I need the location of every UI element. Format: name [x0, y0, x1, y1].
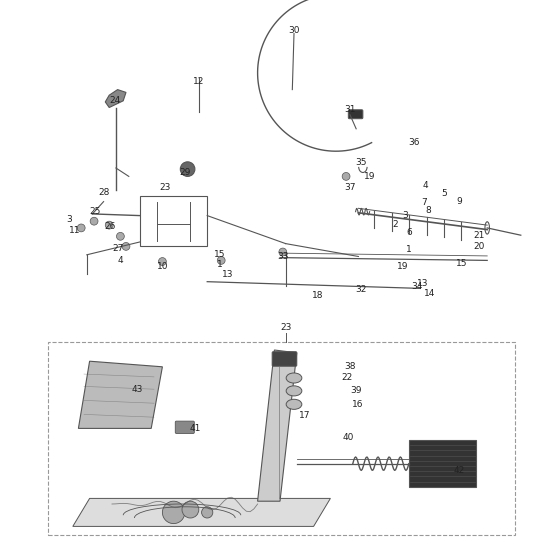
Text: 21: 21: [473, 231, 484, 240]
Circle shape: [342, 172, 350, 180]
Text: 19: 19: [364, 172, 375, 181]
Text: 19: 19: [398, 262, 409, 270]
Text: 37: 37: [344, 183, 356, 192]
Circle shape: [90, 217, 98, 225]
Text: 17: 17: [300, 411, 311, 420]
Text: 25: 25: [90, 207, 101, 216]
Text: 4: 4: [118, 256, 123, 265]
Text: 40: 40: [343, 433, 354, 442]
Text: 11: 11: [69, 226, 80, 235]
Text: 34: 34: [412, 282, 423, 291]
Text: 23: 23: [160, 183, 171, 192]
Text: 26: 26: [104, 222, 115, 231]
Text: 1: 1: [217, 260, 222, 269]
Circle shape: [180, 162, 195, 176]
Text: 1: 1: [406, 245, 412, 254]
Text: 8: 8: [426, 206, 431, 214]
Text: 16: 16: [352, 400, 363, 409]
Circle shape: [77, 224, 85, 232]
Text: 18: 18: [312, 291, 324, 300]
Polygon shape: [409, 440, 476, 487]
Ellipse shape: [286, 399, 302, 409]
Text: 3: 3: [66, 215, 72, 224]
Text: 10: 10: [157, 262, 168, 270]
Text: 41: 41: [189, 424, 200, 433]
Text: 13: 13: [417, 279, 428, 288]
Polygon shape: [73, 498, 330, 526]
Text: 3: 3: [403, 211, 408, 220]
Text: 14: 14: [424, 289, 436, 298]
Text: 6: 6: [406, 228, 412, 237]
Ellipse shape: [286, 386, 302, 396]
Text: 15: 15: [456, 259, 468, 268]
Circle shape: [122, 242, 130, 250]
Text: 30: 30: [288, 26, 300, 35]
Text: 22: 22: [342, 374, 353, 382]
Text: 27: 27: [112, 244, 123, 253]
Text: 20: 20: [473, 242, 484, 251]
Circle shape: [162, 501, 185, 524]
Polygon shape: [105, 90, 126, 108]
Text: 4: 4: [423, 181, 428, 190]
Circle shape: [182, 501, 199, 518]
Text: 32: 32: [356, 285, 367, 294]
Text: 43: 43: [132, 385, 143, 394]
Text: 36: 36: [409, 138, 420, 147]
Ellipse shape: [286, 373, 302, 383]
Text: 9: 9: [456, 197, 462, 206]
Text: 23: 23: [280, 323, 291, 332]
Text: 33: 33: [277, 252, 288, 261]
Text: 12: 12: [193, 77, 204, 86]
Circle shape: [116, 232, 124, 240]
Text: 15: 15: [214, 250, 226, 259]
Text: 5: 5: [441, 189, 447, 198]
Circle shape: [158, 258, 166, 265]
Text: 35: 35: [356, 158, 367, 167]
Polygon shape: [78, 361, 162, 428]
FancyBboxPatch shape: [175, 421, 194, 433]
Text: 28: 28: [98, 188, 109, 197]
FancyBboxPatch shape: [348, 110, 363, 119]
Text: 13: 13: [222, 270, 233, 279]
Polygon shape: [258, 350, 297, 501]
Text: 29: 29: [179, 168, 190, 177]
FancyBboxPatch shape: [272, 352, 297, 366]
Text: 42: 42: [454, 466, 465, 475]
Text: 2: 2: [393, 220, 398, 228]
Text: 39: 39: [350, 386, 361, 395]
Text: 7: 7: [421, 198, 427, 207]
Text: 31: 31: [344, 105, 356, 114]
Circle shape: [202, 507, 213, 518]
Circle shape: [217, 256, 225, 264]
Text: 24: 24: [109, 96, 120, 105]
Text: 38: 38: [344, 362, 356, 371]
Circle shape: [279, 248, 287, 256]
Circle shape: [105, 221, 113, 229]
